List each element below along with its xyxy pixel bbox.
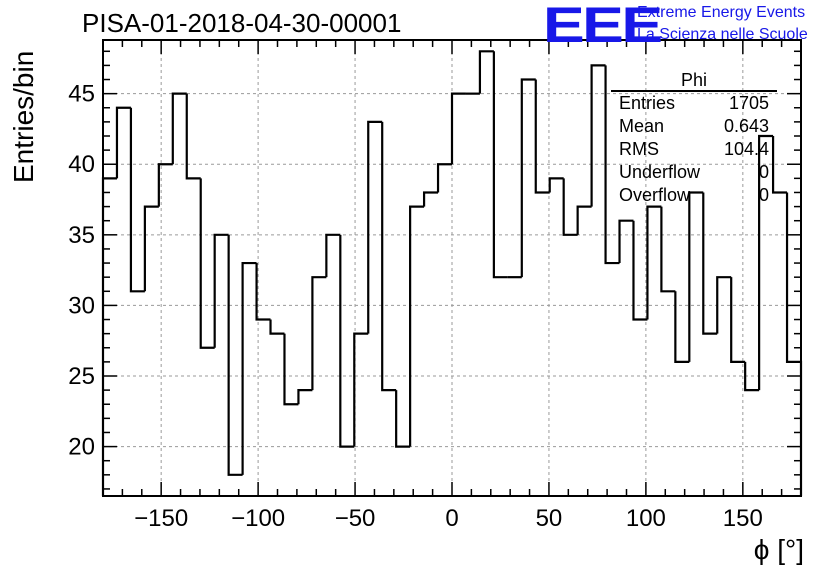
stats-row-underflow: Underflow 0 bbox=[611, 161, 777, 184]
histogram-bin bbox=[758, 134, 774, 391]
y-tick-label: 35 bbox=[68, 222, 95, 249]
histogram-bin bbox=[255, 263, 271, 321]
histogram-bin bbox=[381, 121, 397, 392]
histogram-bin bbox=[227, 234, 243, 476]
histogram-bin bbox=[450, 92, 466, 165]
stats-row-rms: RMS 104.4 bbox=[611, 138, 777, 161]
stats-box: Phi Entries 1705 Mean 0.643 RMS 104.4 Un… bbox=[611, 70, 777, 207]
stats-value: 0 bbox=[758, 162, 769, 182]
y-tick-label: 40 bbox=[68, 151, 95, 178]
logo-line-2: La Scienza nelle Scuole bbox=[637, 26, 808, 43]
histogram-bin bbox=[339, 234, 355, 448]
stats-key: RMS bbox=[619, 139, 659, 159]
axes bbox=[102, 39, 802, 497]
stats-value: 0 bbox=[758, 185, 769, 205]
y-tick-label: 45 bbox=[68, 81, 95, 108]
eee-logo: EEE bbox=[543, 0, 663, 53]
stats-key: Overflow bbox=[619, 185, 691, 205]
stats-key: Underflow bbox=[619, 162, 701, 182]
histogram-bin bbox=[590, 64, 606, 207]
stats-key: Mean bbox=[619, 116, 665, 136]
histogram-bin bbox=[548, 177, 564, 193]
logo-line-1: Extreme Energy Events bbox=[637, 4, 806, 21]
histogram-bin bbox=[604, 65, 620, 265]
stats-row-entries: Entries 1705 bbox=[611, 92, 777, 115]
stats-value: 1705 bbox=[728, 93, 769, 113]
histogram-bin bbox=[674, 291, 690, 363]
x-tick-label: −100 bbox=[231, 505, 285, 532]
histogram-bin bbox=[492, 51, 508, 279]
y-tick-label: 25 bbox=[68, 363, 95, 390]
stats-row-overflow: Overflow 0 bbox=[611, 184, 777, 207]
histogram-bin bbox=[199, 178, 215, 349]
histogram-bin bbox=[325, 233, 341, 278]
stats-value: 104.4 bbox=[723, 139, 769, 159]
stats-title: Phi bbox=[611, 70, 777, 92]
x-axis-label: ϕ [°] bbox=[753, 534, 804, 565]
histogram-bin bbox=[311, 276, 327, 391]
histogram-bin bbox=[283, 333, 299, 406]
histogram-bin bbox=[213, 233, 229, 348]
stats-key: Entries bbox=[619, 93, 676, 113]
histogram-bin bbox=[297, 389, 313, 405]
histogram-bin bbox=[478, 50, 494, 94]
tick-labels: −150 −100 −50 0 50 100 150 20 25 30 35 40 45 bbox=[68, 81, 763, 532]
stats-value: 0.643 bbox=[723, 116, 769, 136]
histogram-bin bbox=[660, 206, 676, 293]
histogram-bin bbox=[157, 163, 173, 207]
histogram-bin bbox=[269, 319, 285, 335]
histogram-bin bbox=[716, 276, 732, 334]
histogram-bin bbox=[367, 120, 383, 334]
histogram-bin bbox=[353, 332, 369, 447]
histogram-bin bbox=[646, 205, 662, 320]
histogram-bin bbox=[730, 277, 746, 363]
y-tick-label: 30 bbox=[68, 292, 95, 319]
chart-title: PISA-01-2018-04-30-00001 bbox=[82, 8, 402, 38]
x-tick-label: −50 bbox=[335, 505, 376, 532]
x-tick-label: 50 bbox=[536, 505, 563, 532]
histogram-bin bbox=[688, 191, 704, 362]
histogram-bin bbox=[618, 219, 634, 264]
histogram-bin bbox=[422, 191, 439, 207]
histogram-bin bbox=[785, 192, 803, 496]
histogram-bin bbox=[744, 361, 760, 392]
histogram-bin bbox=[115, 106, 131, 179]
histogram-bin bbox=[241, 261, 257, 475]
histogram-bin bbox=[143, 205, 159, 292]
histogram-bin bbox=[171, 92, 187, 165]
histogram-bin bbox=[395, 390, 411, 448]
histogram-bin bbox=[436, 163, 452, 193]
histogram-bins bbox=[101, 50, 803, 496]
histogram-bin bbox=[534, 79, 550, 194]
x-tick-label: −150 bbox=[134, 505, 188, 532]
histogram-bin bbox=[771, 136, 788, 194]
histogram-bin bbox=[576, 205, 592, 235]
histogram-bin bbox=[702, 192, 718, 335]
histogram-bin bbox=[520, 78, 536, 278]
x-tick-label: 100 bbox=[626, 505, 666, 532]
y-axis-label: Entries/bin bbox=[8, 50, 39, 183]
histogram-bin bbox=[409, 205, 425, 447]
histogram-bin bbox=[101, 177, 117, 496]
histogram-bin bbox=[632, 220, 648, 321]
x-tick-label: 0 bbox=[445, 505, 458, 532]
y-tick-label: 20 bbox=[68, 434, 95, 461]
stats-row-mean: Mean 0.643 bbox=[611, 115, 777, 138]
histogram-bin bbox=[562, 178, 578, 236]
x-tick-label: 150 bbox=[723, 505, 763, 532]
histogram-bin bbox=[129, 107, 145, 293]
histogram-bin bbox=[185, 93, 201, 180]
